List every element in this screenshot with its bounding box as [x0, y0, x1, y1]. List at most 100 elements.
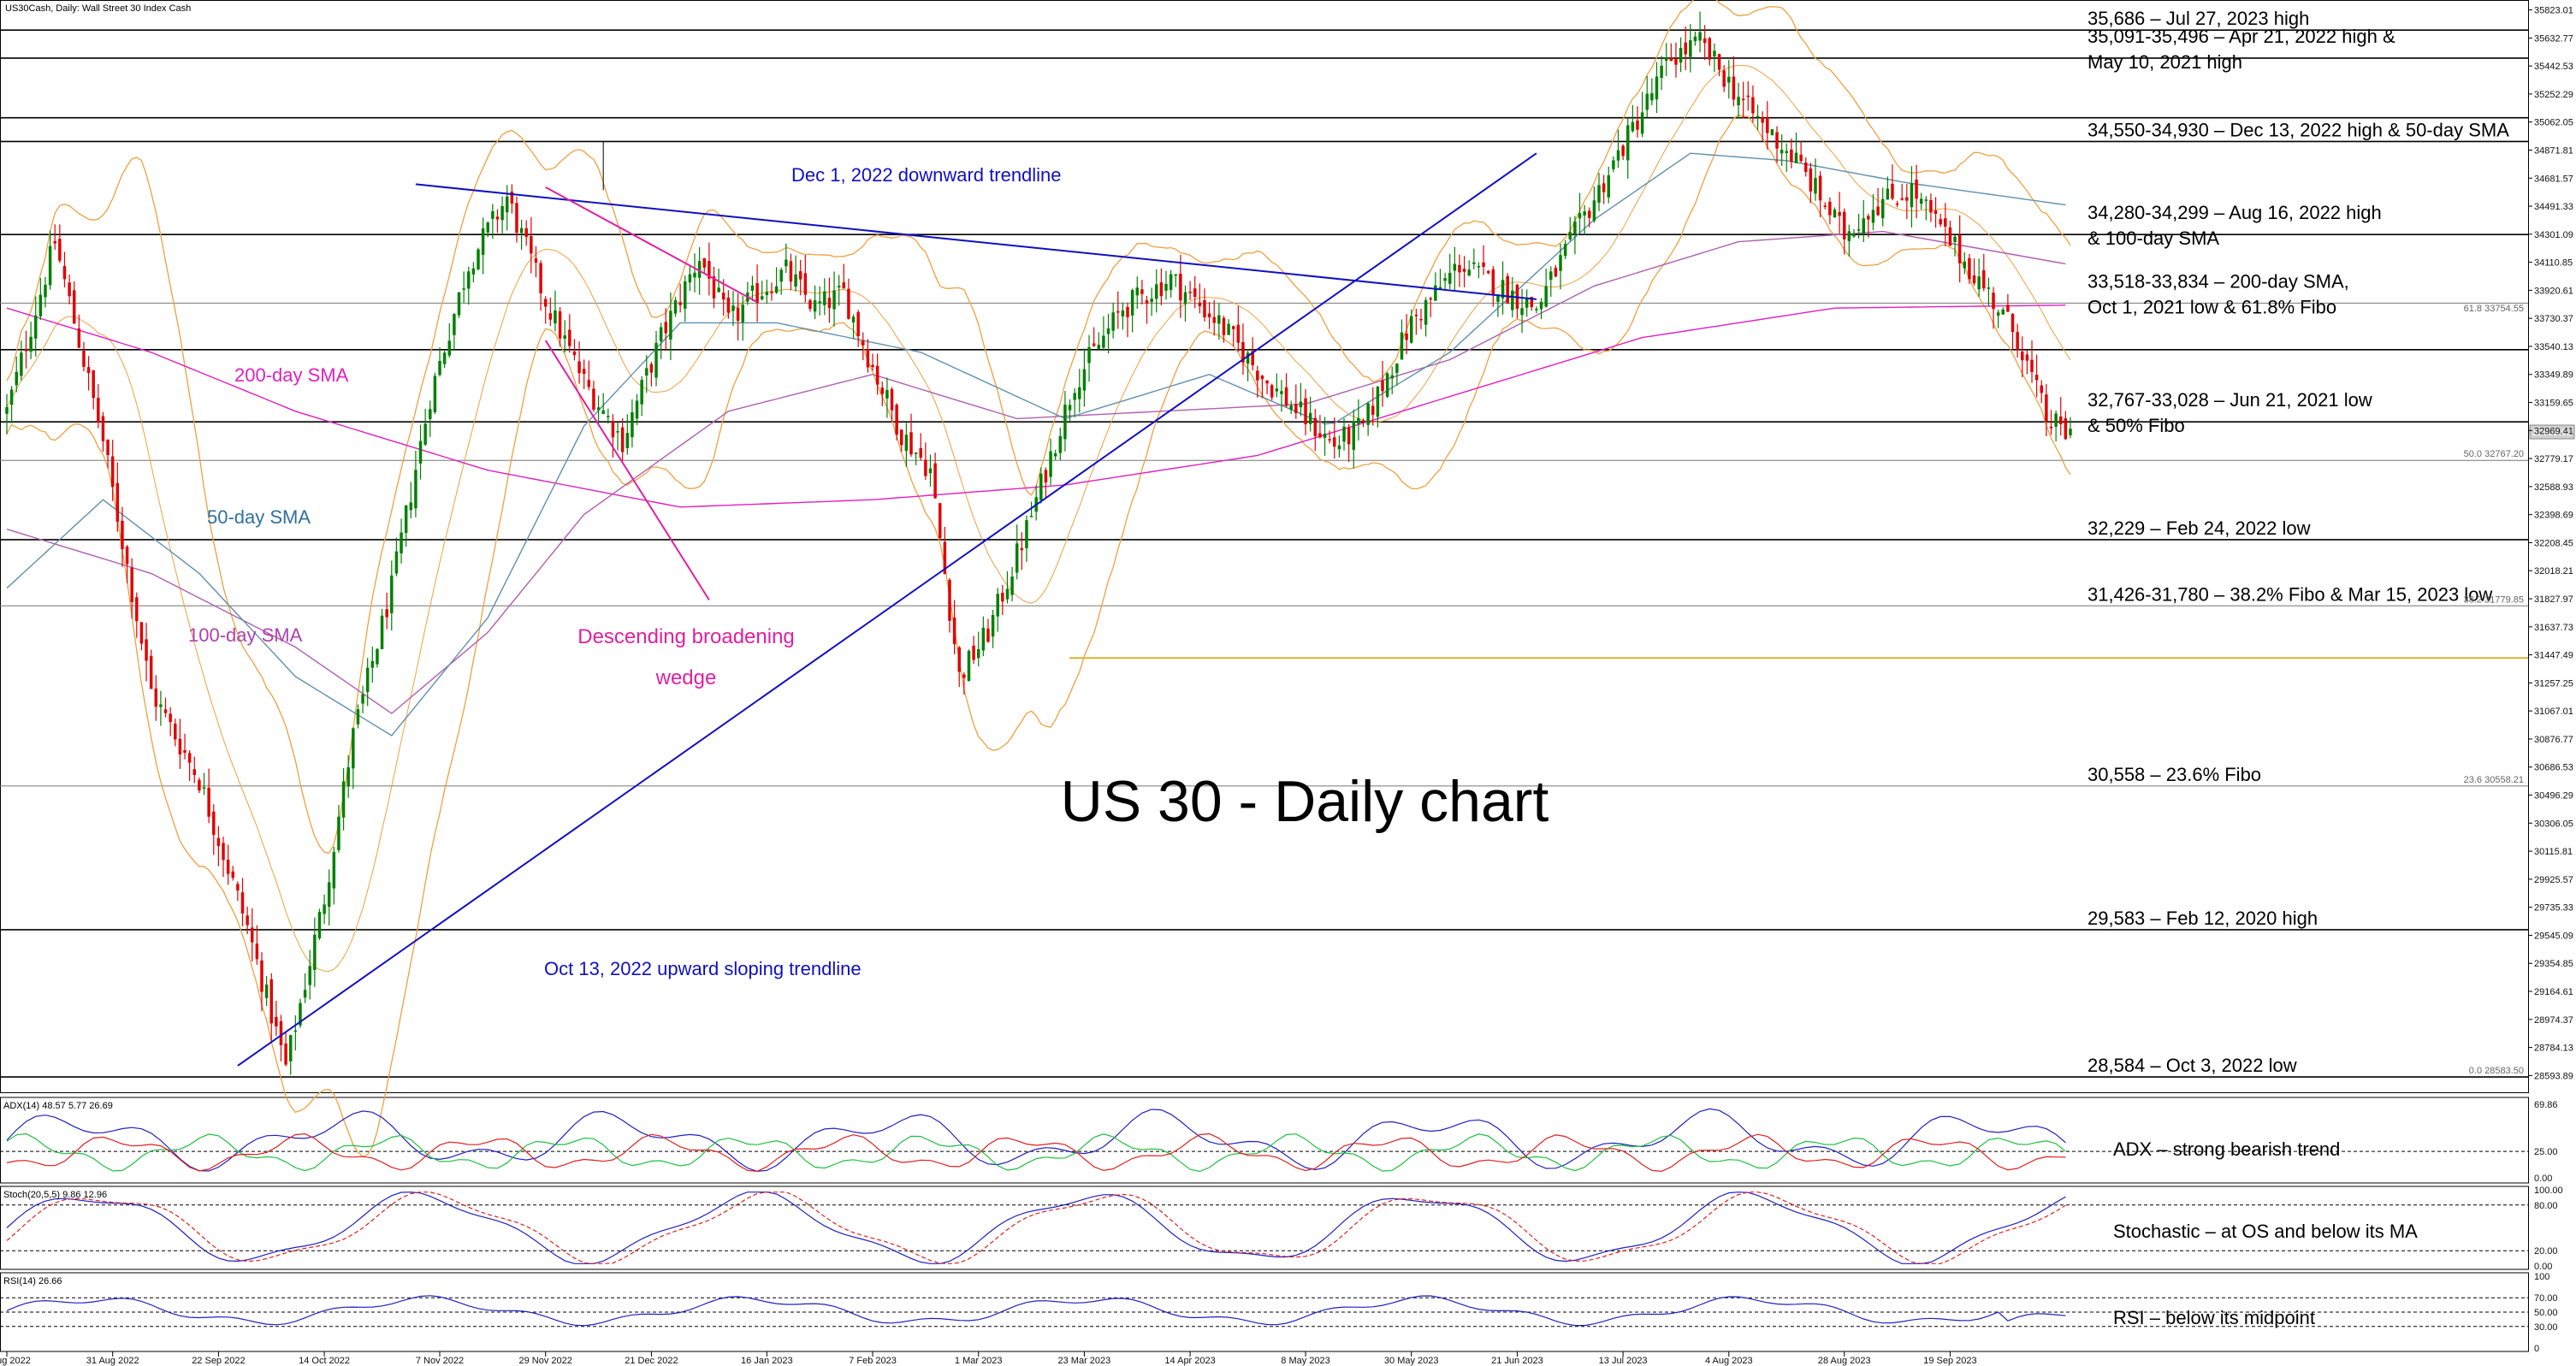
candle-body	[885, 389, 889, 399]
candle-body	[1823, 205, 1827, 207]
candle-body	[785, 259, 788, 267]
candle-body	[284, 1044, 287, 1065]
candle-body	[856, 311, 860, 336]
candle-body	[962, 674, 966, 678]
candle-body	[851, 316, 856, 322]
candle-body	[337, 816, 341, 850]
price-tick-label: 30115.81	[2534, 847, 2573, 857]
candle-body	[1843, 211, 1846, 239]
candle-body	[101, 416, 105, 441]
candle-body	[1626, 125, 1630, 161]
candle-body	[505, 196, 509, 213]
candle-body	[1756, 115, 1760, 118]
candle-body	[1972, 275, 1976, 284]
candle-body	[798, 271, 802, 280]
candle-body	[251, 927, 254, 943]
candle-body	[654, 342, 658, 378]
candle-body	[2034, 375, 2039, 381]
price-tick-label: 29545.09	[2534, 931, 2573, 941]
candle-body	[1126, 306, 1129, 317]
candle-body	[1275, 388, 1279, 392]
candle-body	[202, 787, 206, 789]
candle-body	[5, 407, 9, 414]
candle-body	[909, 432, 913, 455]
wedge-annotation-line1: Descending broadening	[577, 625, 795, 648]
candle-body	[1207, 313, 1211, 317]
candle-body	[1260, 376, 1264, 380]
candle-body	[2010, 313, 2015, 333]
candle-body	[1910, 183, 1914, 208]
candle-body	[943, 541, 947, 575]
candle-body	[1679, 47, 1683, 63]
wedge-upper-line	[545, 186, 758, 304]
candle-body	[246, 915, 249, 925]
candle-body	[779, 269, 783, 282]
candle-body	[1145, 300, 1149, 305]
candle-body	[1799, 154, 1803, 162]
candle-body	[125, 547, 129, 565]
candle-body	[625, 433, 630, 448]
candle-body	[1612, 160, 1615, 169]
candle-body	[1645, 93, 1649, 110]
candle-body	[97, 398, 100, 423]
price-tick-label: 35252.29	[2534, 90, 2573, 100]
candle-body	[174, 724, 177, 740]
sma50-annotation: 50-day SMA	[207, 506, 311, 528]
candle-body	[717, 287, 720, 293]
candle-body	[818, 301, 821, 304]
candle-body	[1891, 183, 1894, 199]
candle-body	[495, 216, 500, 220]
candle-body	[1087, 346, 1091, 364]
candle-body	[803, 273, 808, 295]
candle-body	[1150, 299, 1153, 303]
candle-body	[1212, 316, 1216, 323]
sma-line-50-day-sma	[6, 152, 2066, 736]
candle-body	[1044, 470, 1048, 483]
candle-body	[673, 299, 678, 314]
candle-body	[1847, 231, 1851, 241]
candle-body	[1761, 117, 1764, 123]
price-tick-label: 31827.97	[2534, 594, 2573, 605]
candle-body	[92, 370, 95, 399]
candle-body	[491, 210, 494, 219]
candle-body	[352, 728, 355, 769]
rsi-tick: 70.00	[2534, 1293, 2558, 1304]
candle-body	[1722, 70, 1726, 87]
candle-body	[1684, 42, 1687, 55]
candle-body	[86, 367, 91, 374]
candle-body	[664, 322, 668, 334]
candle-body	[760, 296, 764, 299]
candle-body	[770, 291, 773, 293]
symbol-header: US30Cash, Daily: Wall Street 30 Index Ca…	[5, 3, 191, 14]
candle-body	[1631, 121, 1635, 132]
candle-body	[1491, 269, 1495, 296]
candle-body	[607, 416, 610, 417]
candle-body	[1597, 185, 1601, 203]
candle-body	[890, 388, 894, 411]
candle-body	[260, 960, 264, 992]
candle-body	[159, 704, 163, 707]
candle-body	[1977, 276, 1981, 290]
candle-body	[1395, 364, 1399, 374]
candle-body	[467, 271, 471, 289]
candle-body	[1660, 65, 1663, 79]
candle-body	[1130, 290, 1134, 316]
price-tick-label: 35062.05	[2534, 118, 2573, 128]
candle-body	[991, 614, 995, 637]
candle-body	[1640, 112, 1644, 134]
candle-body	[481, 228, 485, 255]
price-tick-label: 30496.29	[2534, 791, 2573, 801]
candle-body	[1106, 328, 1110, 334]
candle-body	[269, 979, 273, 1024]
candle-body	[453, 314, 456, 335]
candle-body	[226, 860, 230, 874]
candle-body	[1414, 315, 1418, 316]
candle-body	[163, 709, 168, 713]
adx-note: ADX – strong bearish trend	[2113, 1138, 2340, 1160]
candle-body	[38, 294, 43, 316]
main-panel-frame	[0, 0, 2529, 1093]
date-tick-label: 22 Sep 2022	[192, 1356, 245, 1366]
candle-body	[207, 787, 210, 817]
indicator-panel-frame-1	[0, 1097, 2529, 1184]
price-tick-label: 35442.53	[2534, 62, 2573, 72]
